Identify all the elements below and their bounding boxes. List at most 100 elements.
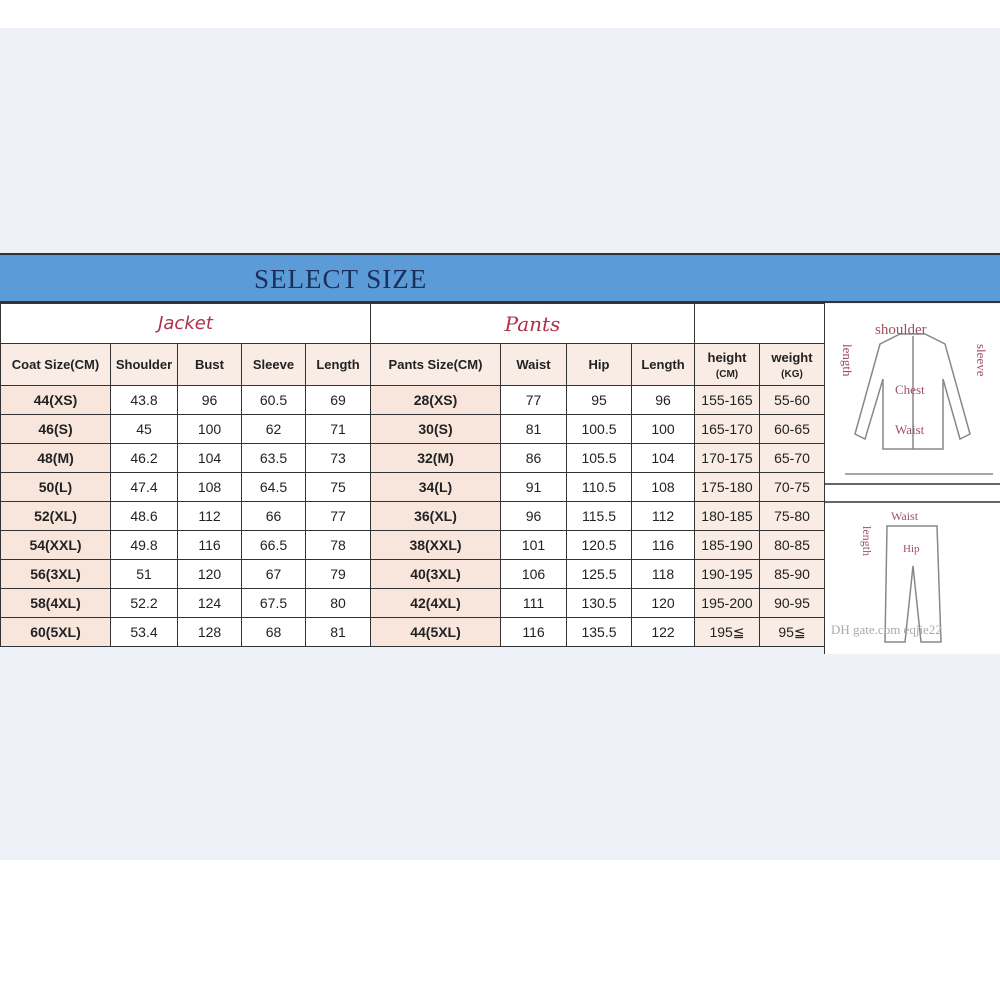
jacket-section-title: Jacket xyxy=(0,303,371,344)
pants-cell: 104 xyxy=(631,443,695,473)
jacket-column-header: Sleeve xyxy=(241,343,306,386)
coat-size-cell: 58(4XL) xyxy=(0,588,111,618)
pants-column-header: Hip xyxy=(566,343,632,386)
size-table: Jacket Pants Coat Size(CM) Shoulder Bust Sl… xyxy=(0,303,825,647)
jacket-cell: 69 xyxy=(305,385,371,415)
coat-size-cell: 50(L) xyxy=(0,472,111,502)
jacket-cell: 43.8 xyxy=(110,385,178,415)
header-unit: (KG) xyxy=(781,368,803,380)
jacket-cell: 46.2 xyxy=(110,443,178,473)
pants-cell: 118 xyxy=(631,559,695,589)
jacket-cell: 116 xyxy=(177,530,242,560)
pants-size-cell: 32(M) xyxy=(370,443,501,473)
jacket-cell: 128 xyxy=(177,617,242,647)
jacket-cell: 112 xyxy=(177,501,242,531)
jacket-cell: 73 xyxy=(305,443,371,473)
pants-cell: 77 xyxy=(500,385,567,415)
weight-cell: 65-70 xyxy=(759,443,825,473)
jacket-cell: 108 xyxy=(177,472,242,502)
coat-size-cell: 52(XL) xyxy=(0,501,111,531)
label-length: length xyxy=(840,344,855,377)
jacket-cell: 64.5 xyxy=(241,472,306,502)
blank-header xyxy=(694,303,825,344)
pants-diagram-icon xyxy=(884,525,942,643)
label-shoulder: shoulder xyxy=(875,322,927,338)
pants-size-cell: 28(XS) xyxy=(370,385,501,415)
pants-size-cell: 44(5XL) xyxy=(370,617,501,647)
pants-cell: 86 xyxy=(500,443,567,473)
jacket-cell: 77 xyxy=(305,501,371,531)
pants-cell: 135.5 xyxy=(566,617,632,647)
pants-cell: 108 xyxy=(631,472,695,502)
pants-size-cell: 40(3XL) xyxy=(370,559,501,589)
pants-cell: 105.5 xyxy=(566,443,632,473)
body-column-header: height (CM) xyxy=(694,343,760,386)
pants-cell: 130.5 xyxy=(566,588,632,618)
jacket-cell: 49.8 xyxy=(110,530,178,560)
pants-column-header: Waist xyxy=(500,343,567,386)
height-cell: 180-185 xyxy=(694,501,760,531)
height-cell: 170-175 xyxy=(694,443,760,473)
jacket-cell: 53.4 xyxy=(110,617,178,647)
table-row: 46(S) 45 100 62 71 30(S) 81 100.5 100 165-170 60-6… xyxy=(0,414,825,444)
pants-size-cell: 42(4XL) xyxy=(370,588,501,618)
weight-cell: 55-60 xyxy=(759,385,825,415)
jacket-cell: 66.5 xyxy=(241,530,306,560)
weight-cell: 80-85 xyxy=(759,530,825,560)
table-row: 50(L) 47.4 108 64.5 75 34(L) 91 110.5 108 175-180… xyxy=(0,472,825,502)
jacket-cell: 66 xyxy=(241,501,306,531)
coat-size-cell: 46(S) xyxy=(0,414,111,444)
table-row: 54(XXL) 49.8 116 66.5 78 38(XXL) 101 120.5 116 18… xyxy=(0,530,825,560)
pants-size-cell: 34(L) xyxy=(370,472,501,502)
coat-size-cell: 54(XXL) xyxy=(0,530,111,560)
table-row: 52(XL) 48.6 112 66 77 36(XL) 96 115.5 112 180-185… xyxy=(0,501,825,531)
jacket-cell: 79 xyxy=(305,559,371,589)
pants-column-header: Pants Size(CM) xyxy=(370,343,501,386)
jacket-cell: 100 xyxy=(177,414,242,444)
label-hip: Hip xyxy=(903,543,920,555)
weight-cell: 85-90 xyxy=(759,559,825,589)
jacket-cell: 96 xyxy=(177,385,242,415)
pants-cell: 115.5 xyxy=(566,501,632,531)
jacket-cell: 78 xyxy=(305,530,371,560)
height-cell: 195-200 xyxy=(694,588,760,618)
jacket-cell: 67.5 xyxy=(241,588,306,618)
height-cell: 175-180 xyxy=(694,472,760,502)
jacket-column-header: Coat Size(CM) xyxy=(0,343,111,386)
jacket-diagram-icon xyxy=(845,333,993,475)
weight-cell: 90-95 xyxy=(759,588,825,618)
weight-cell: 75-80 xyxy=(759,501,825,531)
pants-cell: 100 xyxy=(631,414,695,444)
table-row: 60(5XL) 53.4 128 68 81 44(5XL) 116 135.5 122 195≦… xyxy=(0,617,825,647)
label-pants-length: length xyxy=(860,526,874,556)
jacket-cell: 62 xyxy=(241,414,306,444)
table-row: 44(XS) 43.8 96 60.5 69 28(XS) 77 95 96 155-165 55-… xyxy=(0,385,825,415)
pants-cell: 120.5 xyxy=(566,530,632,560)
pants-cell: 111 xyxy=(500,588,567,618)
pants-size-cell: 38(XXL) xyxy=(370,530,501,560)
jacket-cell: 81 xyxy=(305,617,371,647)
pants-cell: 122 xyxy=(631,617,695,647)
coat-size-cell: 44(XS) xyxy=(0,385,111,415)
jacket-cell: 63.5 xyxy=(241,443,306,473)
jacket-cell: 124 xyxy=(177,588,242,618)
table-row: 48(M) 46.2 104 63.5 73 32(M) 86 105.5 104 170-175… xyxy=(0,443,825,473)
coat-size-cell: 60(5XL) xyxy=(0,617,111,647)
pants-cell: 116 xyxy=(500,617,567,647)
title-band: SELECT SIZE xyxy=(0,253,1000,303)
label-waist: Waist xyxy=(895,422,925,437)
pants-cell: 116 xyxy=(631,530,695,560)
pants-size-cell: 36(XL) xyxy=(370,501,501,531)
label-pants-waist: Waist xyxy=(891,509,919,523)
body-column-header: weight (KG) xyxy=(759,343,825,386)
jacket-cell: 68 xyxy=(241,617,306,647)
pants-cell: 112 xyxy=(631,501,695,531)
height-cell: 190-195 xyxy=(694,559,760,589)
pants-cell: 120 xyxy=(631,588,695,618)
measurement-diagram: shoulder length sleeve Chest Waist Waist… xyxy=(824,304,1000,654)
height-cell: 165-170 xyxy=(694,414,760,444)
jacket-cell: 120 xyxy=(177,559,242,589)
jacket-cell: 67 xyxy=(241,559,306,589)
pants-size-cell: 30(S) xyxy=(370,414,501,444)
pants-cell: 125.5 xyxy=(566,559,632,589)
